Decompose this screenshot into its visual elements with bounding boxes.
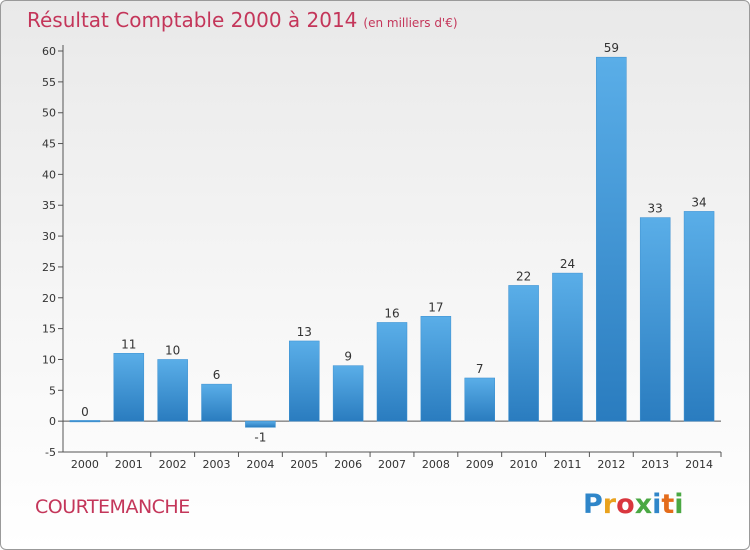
y-tick-label: 35	[42, 199, 56, 212]
bar	[508, 285, 539, 422]
bar-value-label: 17	[428, 300, 443, 314]
y-tick-label: 15	[42, 323, 56, 336]
y-tick-label: 20	[42, 292, 56, 305]
bar-value-label: 33	[648, 202, 663, 216]
bar	[69, 420, 101, 423]
x-tick-label: 2007	[378, 458, 406, 471]
logo-letter: r	[602, 489, 617, 520]
bar	[113, 353, 145, 422]
y-tick-label: 55	[42, 76, 56, 89]
bar-value-label: 11	[121, 337, 136, 351]
bar-value-label: 0	[81, 405, 89, 419]
logo-letter: i	[652, 489, 662, 520]
x-tick-label: 2009	[466, 458, 494, 471]
bar	[201, 383, 232, 422]
bar	[420, 316, 452, 422]
y-tick-label: 25	[42, 261, 56, 274]
bar	[332, 365, 364, 422]
bar-value-label: 6	[213, 368, 221, 382]
logo-letter: t	[661, 489, 675, 520]
y-tick-label: 5	[49, 384, 56, 397]
x-tick-label: 2000	[71, 458, 99, 471]
commune-name: COURTEMANCHE	[35, 496, 190, 518]
y-tick-label: 30	[42, 230, 56, 243]
bar-value-label: -1	[254, 430, 266, 444]
logo-letter: P	[583, 489, 603, 520]
logo-letter: x	[634, 489, 653, 520]
y-tick-label: 10	[42, 353, 56, 366]
x-tick-label: 2008	[422, 458, 450, 471]
y-tick-label: -5	[45, 446, 56, 459]
bar	[157, 359, 188, 422]
logo-letter: o	[616, 489, 635, 520]
x-tick-label: 2010	[510, 458, 538, 471]
x-tick-label: 2001	[115, 458, 143, 471]
x-tick-label: 2005	[290, 458, 318, 471]
bar-value-label: 34	[691, 195, 706, 209]
y-tick-label: 60	[42, 45, 56, 58]
chart-subtitle: (en milliers d'€)	[363, 16, 458, 30]
y-tick-label: 50	[42, 107, 56, 120]
bar	[639, 217, 671, 422]
y-tick-label: 0	[49, 415, 56, 428]
x-tick-label: 2014	[685, 458, 713, 471]
y-tick-label: 40	[42, 168, 56, 181]
bar	[464, 377, 495, 422]
chart-title: Résultat Comptable 2000 à 2014 (en millie…	[27, 8, 458, 32]
x-tick-label: 2013	[641, 458, 669, 471]
bar	[289, 340, 320, 422]
x-tick-label: 2004	[246, 458, 274, 471]
bar-value-label: 22	[516, 269, 531, 283]
proxiti-logo: Proxiti	[583, 489, 684, 520]
y-tick-label: 45	[42, 138, 56, 151]
bar-value-label: 9	[344, 350, 352, 364]
bar-value-label: 59	[604, 41, 619, 55]
logo-letter: i	[674, 489, 684, 520]
x-tick-label: 2011	[553, 458, 581, 471]
bar	[245, 420, 276, 428]
x-tick-label: 2012	[597, 458, 625, 471]
bar	[683, 211, 715, 422]
x-tick-label: 2006	[334, 458, 362, 471]
bar	[552, 272, 583, 422]
bar	[596, 56, 627, 422]
bar-value-label: 7	[476, 362, 484, 376]
bar-value-label: 10	[165, 343, 180, 357]
x-tick-label: 2003	[203, 458, 231, 471]
bar	[376, 322, 408, 422]
bar-value-label: 13	[297, 325, 312, 339]
x-tick-label: 2002	[159, 458, 187, 471]
bar-value-label: 16	[384, 306, 399, 320]
bar-value-label: 24	[560, 257, 575, 271]
